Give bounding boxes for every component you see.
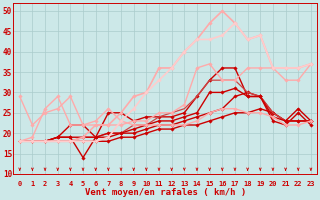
X-axis label: Vent moyen/en rafales ( km/h ): Vent moyen/en rafales ( km/h ): [85, 188, 246, 197]
